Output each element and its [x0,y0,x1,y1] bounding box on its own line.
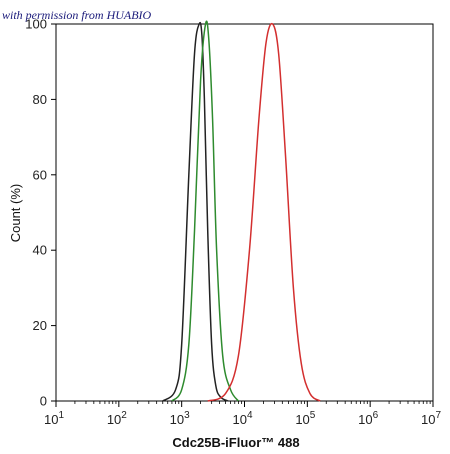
y-tick-label: 0 [40,394,47,409]
y-tick-label: 60 [33,167,47,182]
plot-frame [55,23,434,402]
series-line-1 [162,21,229,402]
x-tick-label: 101 [44,410,64,427]
x-tick-label: 104 [232,410,252,427]
watermark-text: with permission from HUABIO [2,8,152,22]
y-axis-title: Count (%) [8,184,23,243]
x-tick-label: 106 [358,410,378,427]
series-line-2 [171,20,240,402]
y-tick-label: 80 [33,92,47,107]
y-tick-label: 20 [33,318,47,333]
x-tick-label: 102 [107,410,127,427]
x-axis-title: Cdc25B-iFluor™ 488 [172,435,299,450]
y-tick-label: 40 [33,243,47,258]
y-tick-label: 100 [25,17,47,32]
x-tick-label: 107 [421,410,441,427]
series-line-3 [207,22,321,402]
x-tick-label: 103 [170,410,190,427]
x-tick-label: 105 [295,410,315,427]
